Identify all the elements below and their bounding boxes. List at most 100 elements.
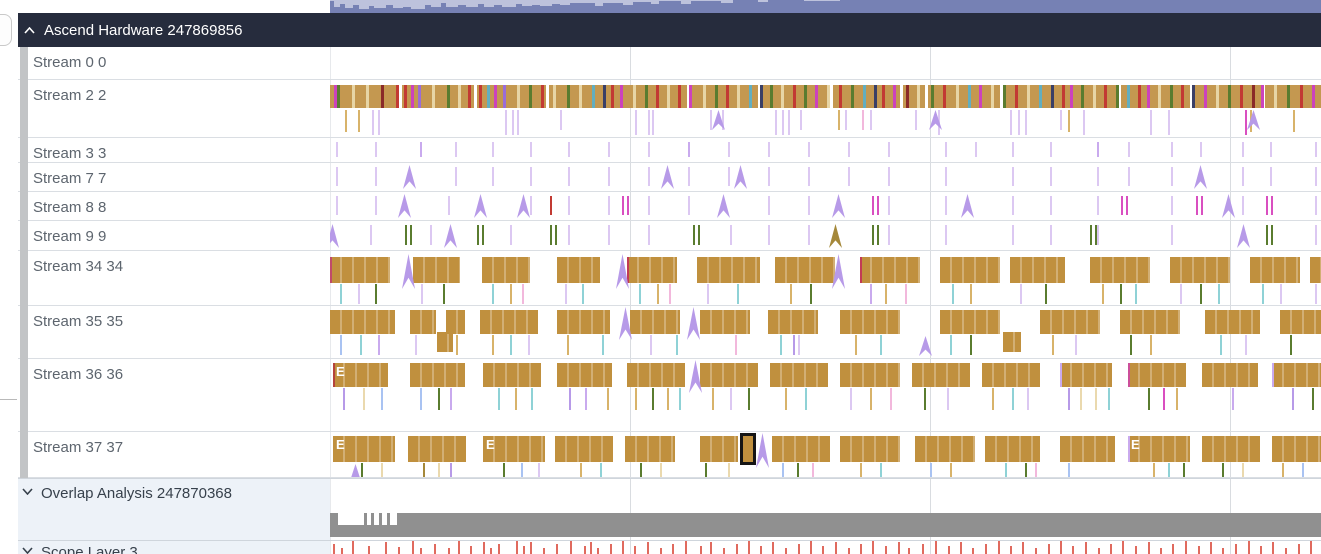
scope-layer-tick[interactable] xyxy=(736,544,738,554)
flow-arrow-marker[interactable] xyxy=(687,307,700,340)
timeline-event-tick[interactable] xyxy=(1315,196,1317,215)
timeline-event-tick[interactable] xyxy=(848,142,850,157)
timeline-event-tick[interactable] xyxy=(482,225,484,245)
op-block[interactable] xyxy=(330,257,390,283)
timeline-event-tick[interactable] xyxy=(1128,167,1130,186)
timeline-event-tick[interactable] xyxy=(1280,284,1282,304)
timeline-event-tick[interactable] xyxy=(336,196,338,215)
op-block[interactable] xyxy=(1272,363,1321,387)
timeline-event-tick[interactable] xyxy=(512,110,514,135)
scope-layer-tick[interactable] xyxy=(398,547,400,554)
timeline-event-tick[interactable] xyxy=(1271,196,1273,215)
scope-layer-tick[interactable] xyxy=(556,544,558,554)
timeline-event-tick[interactable] xyxy=(1150,110,1152,135)
timeline-event-tick[interactable] xyxy=(1020,284,1022,304)
timeline-event-tick[interactable] xyxy=(855,335,857,355)
flow-arrow-marker[interactable] xyxy=(832,194,845,218)
stream-timeline-canvas[interactable] xyxy=(330,163,1321,191)
timeline-event-tick[interactable] xyxy=(737,284,739,304)
timeline-event-tick[interactable] xyxy=(728,142,730,157)
flow-arrow-marker[interactable] xyxy=(919,336,932,356)
timeline-event-tick[interactable] xyxy=(1068,388,1070,410)
stream-timeline-canvas[interactable] xyxy=(330,47,1321,79)
timeline-event-tick[interactable] xyxy=(1222,463,1224,477)
timeline-event-tick[interactable] xyxy=(1153,463,1155,477)
flow-arrow-marker[interactable] xyxy=(717,194,730,218)
timeline-event-tick[interactable] xyxy=(872,225,874,245)
kernel-dense-bar-segment[interactable] xyxy=(549,85,620,108)
timeline-event-tick[interactable] xyxy=(421,284,423,304)
scope-layer-tick[interactable] xyxy=(1198,546,1200,554)
timeline-event-tick[interactable] xyxy=(1050,167,1052,186)
timeline-event-tick[interactable] xyxy=(782,110,784,135)
timeline-event-tick[interactable] xyxy=(872,196,874,215)
timeline-event-tick[interactable] xyxy=(888,142,890,157)
timeline-event-tick[interactable] xyxy=(805,388,807,410)
scope-layer-tick[interactable] xyxy=(412,541,414,554)
timeline-event-tick[interactable] xyxy=(538,463,540,477)
timeline-event-tick[interactable] xyxy=(1168,110,1170,135)
stream-row-label[interactable]: Stream 35 35 xyxy=(18,306,330,358)
timeline-event-tick[interactable] xyxy=(343,388,345,410)
timeline-event-tick[interactable] xyxy=(372,110,374,135)
op-block[interactable] xyxy=(840,310,900,334)
scope-layer-tick[interactable] xyxy=(810,541,812,554)
timeline-event-tick[interactable] xyxy=(1183,463,1185,477)
timeline-event-tick[interactable] xyxy=(652,388,654,410)
timeline-event-tick[interactable] xyxy=(1068,110,1070,132)
timeline-event-tick[interactable] xyxy=(1242,196,1244,215)
flow-arrow-marker[interactable] xyxy=(398,194,411,218)
scope-layer-tick[interactable] xyxy=(1122,541,1124,554)
kernel-dense-bar-segment[interactable] xyxy=(1193,85,1262,108)
scope-layer-tick[interactable] xyxy=(1248,541,1250,554)
scope-layer-tick[interactable] xyxy=(385,542,387,554)
timeline-event-tick[interactable] xyxy=(375,142,377,157)
timeline-event-tick[interactable] xyxy=(336,142,338,157)
timeline-event-tick[interactable] xyxy=(945,167,947,186)
timeline-event-tick[interactable] xyxy=(885,284,887,304)
stream-timeline-canvas[interactable] xyxy=(330,192,1321,220)
timeline-event-tick[interactable] xyxy=(1315,142,1317,157)
timeline-event-tick[interactable] xyxy=(1010,110,1012,135)
timeline-event-tick[interactable] xyxy=(528,335,530,355)
timeline-event-tick[interactable] xyxy=(345,110,347,132)
timeline-event-tick[interactable] xyxy=(405,225,407,245)
timeline-event-tick[interactable] xyxy=(877,196,879,215)
timeline-event-tick[interactable] xyxy=(361,463,363,477)
scope-layer-tick[interactable] xyxy=(798,544,800,554)
timeline-event-tick[interactable] xyxy=(1090,225,1092,245)
panel-collapse-handle[interactable] xyxy=(0,14,12,46)
scope-layer-tick[interactable] xyxy=(1272,542,1274,554)
timeline-event-tick[interactable] xyxy=(707,284,709,304)
timeline-event-tick[interactable] xyxy=(1052,335,1054,355)
scope-layer-tick[interactable] xyxy=(498,544,500,554)
timeline-event-tick[interactable] xyxy=(808,196,810,215)
op-block[interactable] xyxy=(1205,310,1260,334)
scope-layer-tick[interactable] xyxy=(590,542,592,554)
timeline-event-tick[interactable] xyxy=(1035,463,1037,477)
timeline-event-tick[interactable] xyxy=(648,225,650,245)
op-block[interactable]: E xyxy=(333,436,395,462)
timeline-event-tick[interactable] xyxy=(688,142,690,157)
timeline-event-tick[interactable] xyxy=(1018,110,1020,135)
op-block[interactable] xyxy=(413,257,460,283)
timeline-event-tick[interactable] xyxy=(657,284,659,304)
timeline-event-tick[interactable] xyxy=(1196,196,1198,215)
op-block[interactable] xyxy=(770,363,828,387)
timeline-event-tick[interactable] xyxy=(510,335,512,355)
op-block[interactable] xyxy=(1202,363,1258,387)
timeline-event-tick[interactable] xyxy=(648,196,650,215)
op-block[interactable] xyxy=(840,363,900,387)
timeline-event-tick[interactable] xyxy=(970,335,972,355)
op-block[interactable] xyxy=(1060,363,1112,387)
timeline-event-tick[interactable] xyxy=(905,284,907,304)
flow-arrow-marker[interactable] xyxy=(734,165,747,189)
timeline-event-tick[interactable] xyxy=(1200,142,1202,157)
timeline-event-tick[interactable] xyxy=(1005,463,1007,477)
op-block[interactable] xyxy=(410,363,465,387)
scope-layer-tick[interactable] xyxy=(610,544,612,554)
timeline-event-tick[interactable] xyxy=(1220,335,1222,355)
timeline-event-tick[interactable] xyxy=(880,463,882,477)
timeline-event-tick[interactable] xyxy=(1242,463,1244,477)
scope-layer-tick[interactable] xyxy=(470,546,472,554)
